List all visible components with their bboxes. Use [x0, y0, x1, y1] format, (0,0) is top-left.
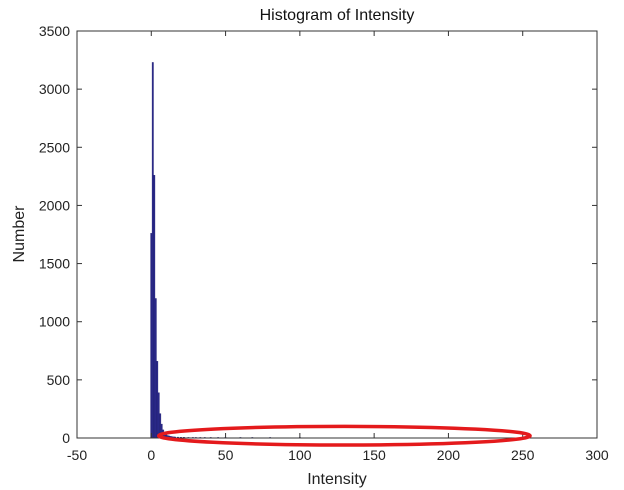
histogram-bar: [151, 62, 154, 439]
x-tick-label: 50: [218, 447, 234, 463]
plot-frame: [76, 30, 598, 439]
x-tick-label: -50: [67, 447, 87, 463]
x-tick-label: 300: [585, 447, 609, 463]
y-axis: 0 500 1000 1500 2000 2500 3000 3500: [39, 23, 597, 446]
y-tick-label: 0: [62, 430, 70, 446]
y-tick-label: 3500: [39, 23, 70, 39]
x-tick-label: 200: [437, 447, 461, 463]
x-tick-label: 250: [511, 447, 535, 463]
chart-title: Histogram of Intensity: [260, 7, 415, 24]
x-axis: -50 0 50 100 150 200 250 300: [67, 31, 609, 463]
x-tick-label: 100: [288, 447, 312, 463]
plot-area: [77, 31, 597, 438]
y-axis-label: Number: [11, 205, 28, 263]
y-tick-label: 3000: [39, 81, 70, 97]
histogram-bar: [156, 361, 159, 439]
histogram-bar: [153, 175, 156, 439]
x-tick-label: 0: [147, 447, 155, 463]
y-tick-label: 1500: [39, 256, 70, 272]
highlight-ellipse: [156, 424, 532, 447]
y-tick-label: 2000: [39, 197, 70, 213]
x-tick-label: 150: [362, 447, 386, 463]
annotation-layer: [156, 424, 532, 447]
y-tick-label: 1000: [39, 314, 70, 330]
histogram-bar: [154, 298, 157, 439]
histogram-bar: [157, 392, 160, 439]
y-tick-label: 2500: [39, 139, 70, 155]
y-tick-label: 500: [47, 372, 71, 388]
x-axis-label: Intensity: [307, 471, 367, 488]
histogram-bar: [150, 233, 153, 439]
